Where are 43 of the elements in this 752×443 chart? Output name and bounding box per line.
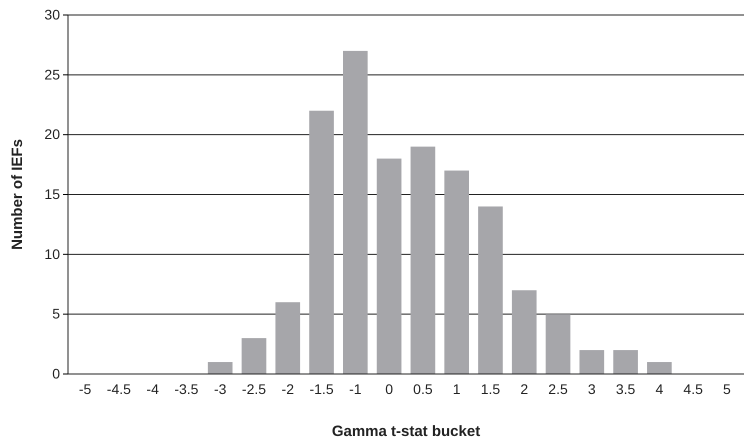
y-tick-label: 20 [44, 126, 60, 142]
y-tick-label: 30 [44, 6, 60, 22]
x-tick-label: 0.5 [413, 380, 433, 397]
x-tick-label: -4.5 [106, 380, 132, 397]
y-tick-label: 25 [44, 66, 60, 82]
bar [342, 50, 368, 374]
y-tick-label: 5 [52, 306, 60, 322]
x-tick-label: 3 [588, 380, 596, 397]
bar [242, 338, 266, 374]
x-tick-label: -1 [349, 380, 362, 397]
bar [579, 350, 604, 374]
x-tick-label: -2 [282, 380, 294, 397]
y-tick-label: 15 [44, 186, 60, 202]
bar [647, 362, 672, 374]
bar [444, 170, 470, 374]
x-tick-label: -5 [78, 380, 92, 397]
bar [208, 362, 233, 374]
x-tick-label: 2 [520, 380, 528, 397]
bar [546, 314, 570, 374]
bar [613, 350, 638, 374]
x-tick-label: 4 [655, 380, 664, 397]
bar [478, 206, 503, 374]
y-tick-label: 0 [52, 365, 60, 382]
x-tick-label: 1.5 [480, 380, 500, 397]
y-tick-label: 10 [44, 246, 60, 262]
x-tick-label: -1.5 [309, 380, 334, 397]
x-axis-title: Gamma t-stat bucket [332, 423, 480, 440]
x-tick-label: 4.5 [683, 380, 704, 397]
bar [309, 110, 334, 374]
bar [512, 290, 537, 374]
x-tick-label: 0 [385, 380, 394, 397]
bar [376, 158, 402, 374]
x-tick-label: -3 [214, 380, 227, 397]
x-tick-label: -2.5 [242, 380, 266, 397]
bar [410, 146, 436, 374]
x-tick-label: -4 [146, 380, 160, 397]
x-tick-label: 1 [452, 380, 461, 397]
y-axis-title: Number of IEFs [9, 139, 26, 250]
x-tick-label: 3.5 [616, 380, 636, 397]
x-tick-label: 5 [723, 380, 732, 397]
x-tick-label: -3.5 [174, 380, 199, 397]
x-tick-label: 2.5 [548, 380, 568, 397]
bar [275, 302, 300, 374]
